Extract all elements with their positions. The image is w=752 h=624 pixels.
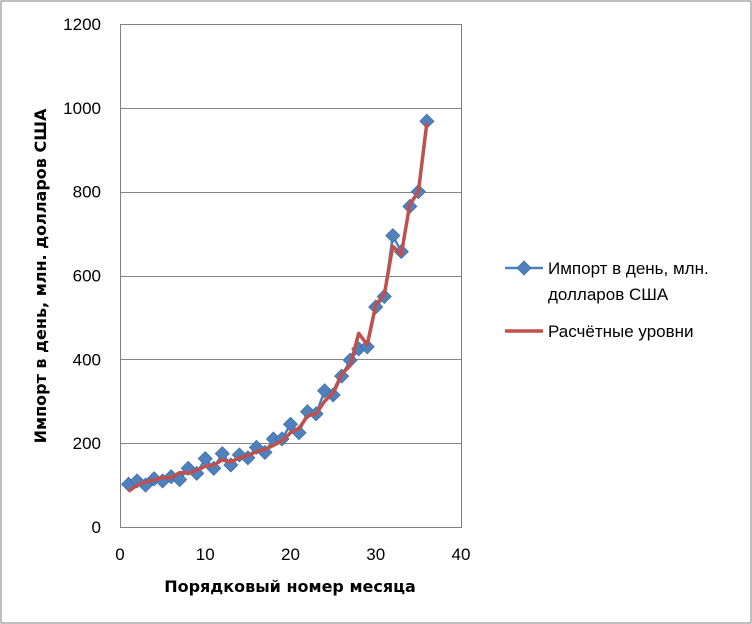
plot-area xyxy=(120,24,462,528)
series-line-1 xyxy=(127,122,429,493)
y-tick-label: 1000 xyxy=(63,99,101,118)
data-point xyxy=(359,339,375,355)
legend: Импорт в день, млн. долларов США Расчётные… xyxy=(505,259,709,341)
y-tick-label: 800 xyxy=(73,183,101,202)
x-tick-label: 20 xyxy=(281,545,300,564)
y-tick-label: 1200 xyxy=(63,15,101,34)
y-tick-label: 600 xyxy=(73,267,101,286)
x-tick-label: 40 xyxy=(452,545,471,564)
y-tick-label: 200 xyxy=(73,434,101,453)
legend-swatch-marker xyxy=(516,260,532,276)
y-axis-title: Импорт в день, млн. долларов США xyxy=(31,108,50,443)
x-tick-label: 0 xyxy=(115,545,124,564)
legend-label: Расчётные уровни xyxy=(548,322,694,341)
data-point xyxy=(385,228,401,244)
y-tick-label: 400 xyxy=(73,350,101,369)
y-axis-ticks: 0 200 400 600 800 1000 1200 xyxy=(63,15,101,537)
x-axis-title: Порядковый номер месяца xyxy=(164,577,416,596)
x-tick-label: 30 xyxy=(366,545,385,564)
legend-label: Импорт в день, млн. xyxy=(548,259,709,278)
y-tick-label: 0 xyxy=(92,518,101,537)
series-group xyxy=(120,113,435,493)
x-tick-label: 10 xyxy=(196,545,215,564)
legend-label: долларов США xyxy=(548,285,669,304)
x-axis-ticks: 0 10 20 30 40 xyxy=(115,545,470,564)
